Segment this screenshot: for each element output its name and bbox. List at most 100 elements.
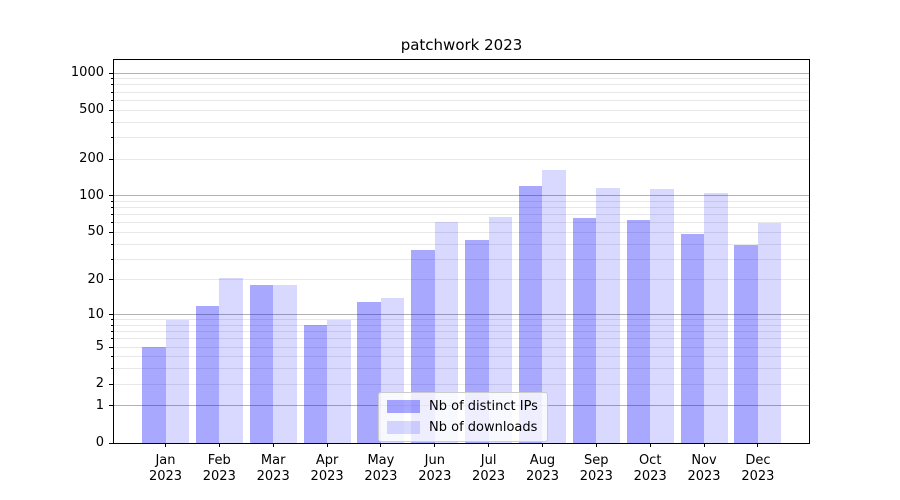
bar-dec-nb-of-downloads bbox=[757, 222, 782, 443]
gridline-9 bbox=[114, 319, 809, 321]
gridline-40 bbox=[114, 243, 809, 245]
x-tick-apr bbox=[326, 443, 328, 447]
y-tick-100 bbox=[109, 195, 113, 197]
gridline-20 bbox=[114, 279, 809, 281]
x-tick-sep bbox=[595, 443, 597, 447]
x-tick-dec bbox=[757, 443, 759, 447]
bar-mar-nb-of-distinct-ips bbox=[249, 285, 274, 443]
bar-may-nb-of-distinct-ips bbox=[357, 301, 381, 443]
y-minortick-9 bbox=[110, 319, 113, 321]
gridline-500 bbox=[114, 109, 809, 111]
bar-feb-nb-of-downloads bbox=[219, 277, 243, 443]
y-tick-500 bbox=[109, 109, 113, 111]
gridline-3 bbox=[114, 368, 809, 370]
gridline-50 bbox=[114, 231, 809, 233]
legend: Nb of distinct IPs Nb of downloads bbox=[378, 392, 548, 442]
x-tick-label-may: May 2023 bbox=[364, 453, 398, 484]
y-tick-5 bbox=[109, 346, 113, 348]
x-tick-aug bbox=[542, 443, 543, 447]
x-tick-nov bbox=[703, 443, 705, 447]
x-tick-jan bbox=[165, 443, 166, 447]
bar-nov-nb-of-distinct-ips bbox=[680, 233, 704, 443]
y-tick-label-500: 500 bbox=[79, 102, 104, 118]
y-tick-label-10: 10 bbox=[87, 306, 104, 322]
legend-swatch-downloads bbox=[387, 421, 420, 434]
x-tick-jun bbox=[434, 443, 436, 447]
gridline-200 bbox=[114, 158, 809, 160]
y-tick-label-0: 0 bbox=[95, 435, 104, 450]
bar-sep-nb-of-distinct-ips bbox=[572, 217, 597, 443]
gridline-800 bbox=[114, 84, 809, 86]
x-tick-label-sep: Sep 2023 bbox=[579, 453, 613, 484]
legend-item-distinct-ips: Nb of distinct IPs bbox=[387, 399, 538, 414]
gridline-90 bbox=[114, 200, 809, 202]
y-minortick-4 bbox=[110, 356, 113, 358]
gridline-600 bbox=[114, 99, 809, 101]
gridline-80 bbox=[114, 207, 809, 209]
y-tick-label-20: 20 bbox=[87, 271, 104, 287]
bar-jan-nb-of-downloads bbox=[165, 319, 189, 443]
y-minortick-70 bbox=[110, 214, 113, 216]
x-tick-label-dec: Dec 2023 bbox=[741, 453, 775, 484]
gridline-300 bbox=[114, 136, 809, 138]
bar-nov-nb-of-downloads bbox=[704, 193, 728, 443]
x-tick-label-jul: Jul 2023 bbox=[472, 453, 506, 484]
y-tick-label-100: 100 bbox=[79, 187, 104, 203]
gridline-7 bbox=[114, 331, 809, 333]
x-tick-feb bbox=[218, 443, 220, 447]
y-minortick-40 bbox=[110, 243, 113, 245]
y-tick-10 bbox=[109, 314, 113, 316]
bar-mar-nb-of-downloads bbox=[273, 285, 297, 443]
y-tick-1000 bbox=[109, 72, 113, 74]
gridline-70 bbox=[114, 214, 809, 216]
x-tick-may bbox=[380, 443, 382, 447]
y-minortick-80 bbox=[110, 207, 113, 209]
y-minortick-900 bbox=[110, 78, 113, 80]
y-minortick-6 bbox=[110, 338, 113, 340]
bar-jun-nb-of-downloads bbox=[434, 222, 459, 443]
gridline-60 bbox=[114, 222, 809, 224]
x-tick-label-jan: Jan 2023 bbox=[148, 453, 183, 484]
gridline-2 bbox=[114, 383, 809, 385]
bar-feb-nb-of-distinct-ips bbox=[195, 305, 220, 443]
y-minortick-60 bbox=[110, 222, 113, 224]
bar-oct-nb-of-downloads bbox=[650, 188, 674, 443]
x-tick-label-apr: Apr 2023 bbox=[310, 453, 344, 484]
legend-label-distinct-ips: Nb of distinct IPs bbox=[429, 399, 538, 414]
x-tick-label-aug: Aug 2023 bbox=[525, 453, 560, 484]
x-tick-jul bbox=[488, 443, 490, 447]
x-tick-label-feb: Feb 2023 bbox=[202, 453, 236, 484]
gridline-5 bbox=[114, 346, 809, 348]
y-minortick-800 bbox=[110, 84, 113, 86]
bar-apr-nb-of-distinct-ips bbox=[303, 325, 328, 443]
x-tick-label-mar: Mar 2023 bbox=[256, 453, 290, 484]
plot-area: Nb of distinct IPs Nb of downloads bbox=[113, 59, 810, 444]
gridline-400 bbox=[114, 121, 809, 123]
x-tick-label-jun: Jun 2023 bbox=[418, 453, 452, 484]
gridline-1000 bbox=[114, 72, 809, 74]
y-tick-0 bbox=[109, 442, 113, 444]
bar-dec-nb-of-distinct-ips bbox=[734, 245, 758, 443]
bar-oct-nb-of-distinct-ips bbox=[626, 220, 651, 443]
legend-item-downloads: Nb of downloads bbox=[387, 420, 538, 435]
y-tick-2 bbox=[109, 383, 113, 385]
legend-label-downloads: Nb of downloads bbox=[429, 420, 538, 435]
y-minortick-300 bbox=[110, 136, 113, 138]
gridline-10 bbox=[114, 314, 809, 316]
x-tick-label-nov: Nov 2023 bbox=[687, 453, 721, 484]
y-minortick-600 bbox=[110, 99, 113, 101]
y-minortick-400 bbox=[110, 121, 113, 123]
y-tick-50 bbox=[109, 231, 113, 233]
y-minortick-7 bbox=[110, 331, 113, 333]
y-tick-label-1000: 1000 bbox=[70, 65, 104, 80]
x-tick-oct bbox=[649, 443, 651, 447]
bar-jan-nb-of-distinct-ips bbox=[142, 347, 166, 443]
bar-jul-nb-of-downloads bbox=[488, 217, 513, 443]
y-tick-label-200: 200 bbox=[79, 151, 104, 166]
y-minortick-90 bbox=[110, 200, 113, 202]
gridline-6 bbox=[114, 338, 809, 340]
gridline-700 bbox=[114, 91, 809, 93]
y-minortick-8 bbox=[110, 324, 113, 326]
y-tick-20 bbox=[109, 279, 113, 281]
bar-apr-nb-of-downloads bbox=[327, 319, 351, 443]
